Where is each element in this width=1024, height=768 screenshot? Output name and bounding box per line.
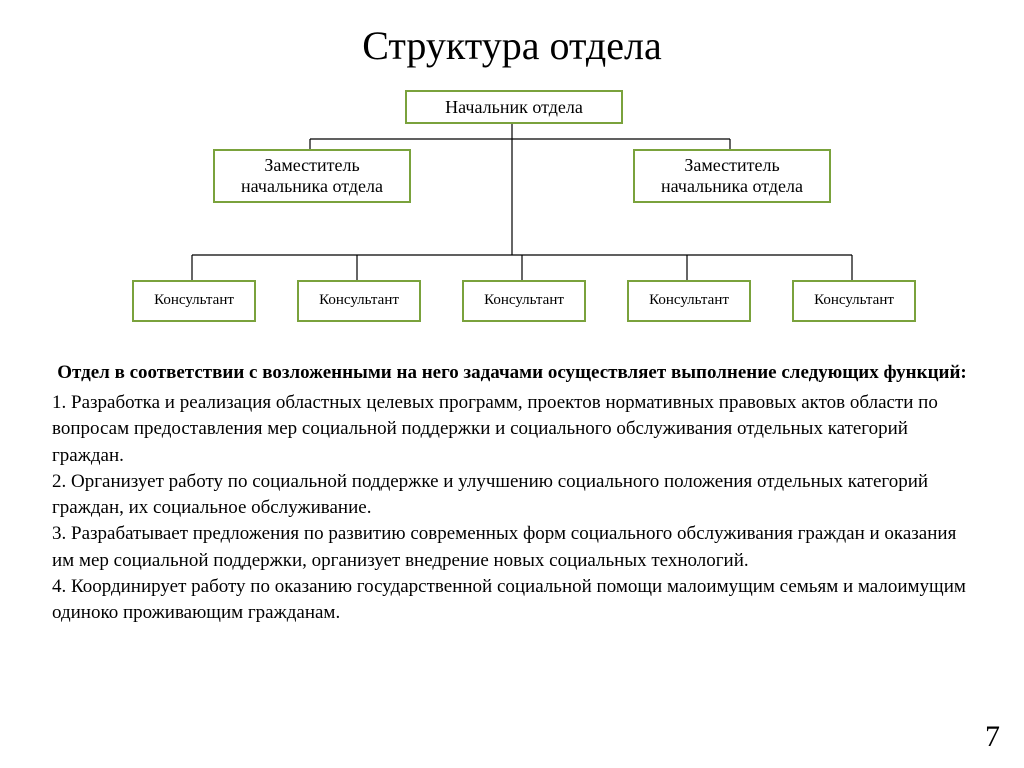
org-node-consultant: Консультант xyxy=(132,280,256,322)
body-lead: Отдел в соответствии с возложенными на н… xyxy=(52,360,972,386)
body-item: 4. Координирует работу по оказанию госуд… xyxy=(52,574,972,626)
org-node-label: Консультант xyxy=(814,292,894,309)
org-node-label: Консультант xyxy=(484,292,564,309)
org-node-consultant: Консультант xyxy=(627,280,751,322)
slide: Структура отдела Начальник отдела Замес xyxy=(0,0,1024,768)
org-node-deputy-right: Заместитель начальника отдела xyxy=(633,149,831,203)
org-node-label: Консультант xyxy=(154,292,234,309)
org-node-label: Начальник отдела xyxy=(445,97,583,118)
body-item: 1. Разработка и реализация областных цел… xyxy=(52,390,972,469)
org-node-deputy-left: Заместитель начальника отдела xyxy=(213,149,411,203)
body-item: 2. Организует работу по социальной подде… xyxy=(52,469,972,521)
body-item: 3. Разрабатывает предложения по развитию… xyxy=(52,521,972,573)
body-text: Отдел в соответствии с возложенными на н… xyxy=(52,360,972,626)
org-node-consultant: Консультант xyxy=(462,280,586,322)
org-node-label: Консультант xyxy=(649,292,729,309)
page-number: 7 xyxy=(985,720,1000,754)
org-node-consultant: Консультант xyxy=(297,280,421,322)
org-node-label: Консультант xyxy=(319,292,399,309)
org-node-consultant: Консультант xyxy=(792,280,916,322)
org-node-label: Заместитель начальника отдела xyxy=(241,155,383,196)
org-node-label: Заместитель начальника отдела xyxy=(661,155,803,196)
org-node-head: Начальник отдела xyxy=(405,90,623,124)
slide-title: Структура отдела xyxy=(0,22,1024,69)
